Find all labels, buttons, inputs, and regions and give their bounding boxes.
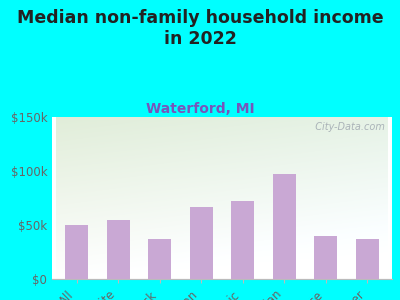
Text: Waterford, MI: Waterford, MI [146, 102, 254, 116]
Bar [314, 236, 337, 279]
Text: City-Data.com: City-Data.com [309, 122, 385, 132]
Bar [356, 239, 378, 279]
Bar [190, 207, 213, 279]
Bar [66, 225, 88, 279]
Bar [107, 220, 130, 279]
Bar [273, 174, 296, 279]
Text: Median non-family household income
in 2022: Median non-family household income in 20… [17, 9, 383, 48]
Bar [231, 201, 254, 279]
Bar [148, 239, 171, 279]
